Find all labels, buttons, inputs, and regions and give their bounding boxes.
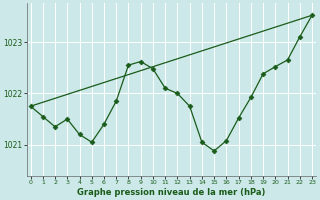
X-axis label: Graphe pression niveau de la mer (hPa): Graphe pression niveau de la mer (hPa) <box>77 188 266 197</box>
